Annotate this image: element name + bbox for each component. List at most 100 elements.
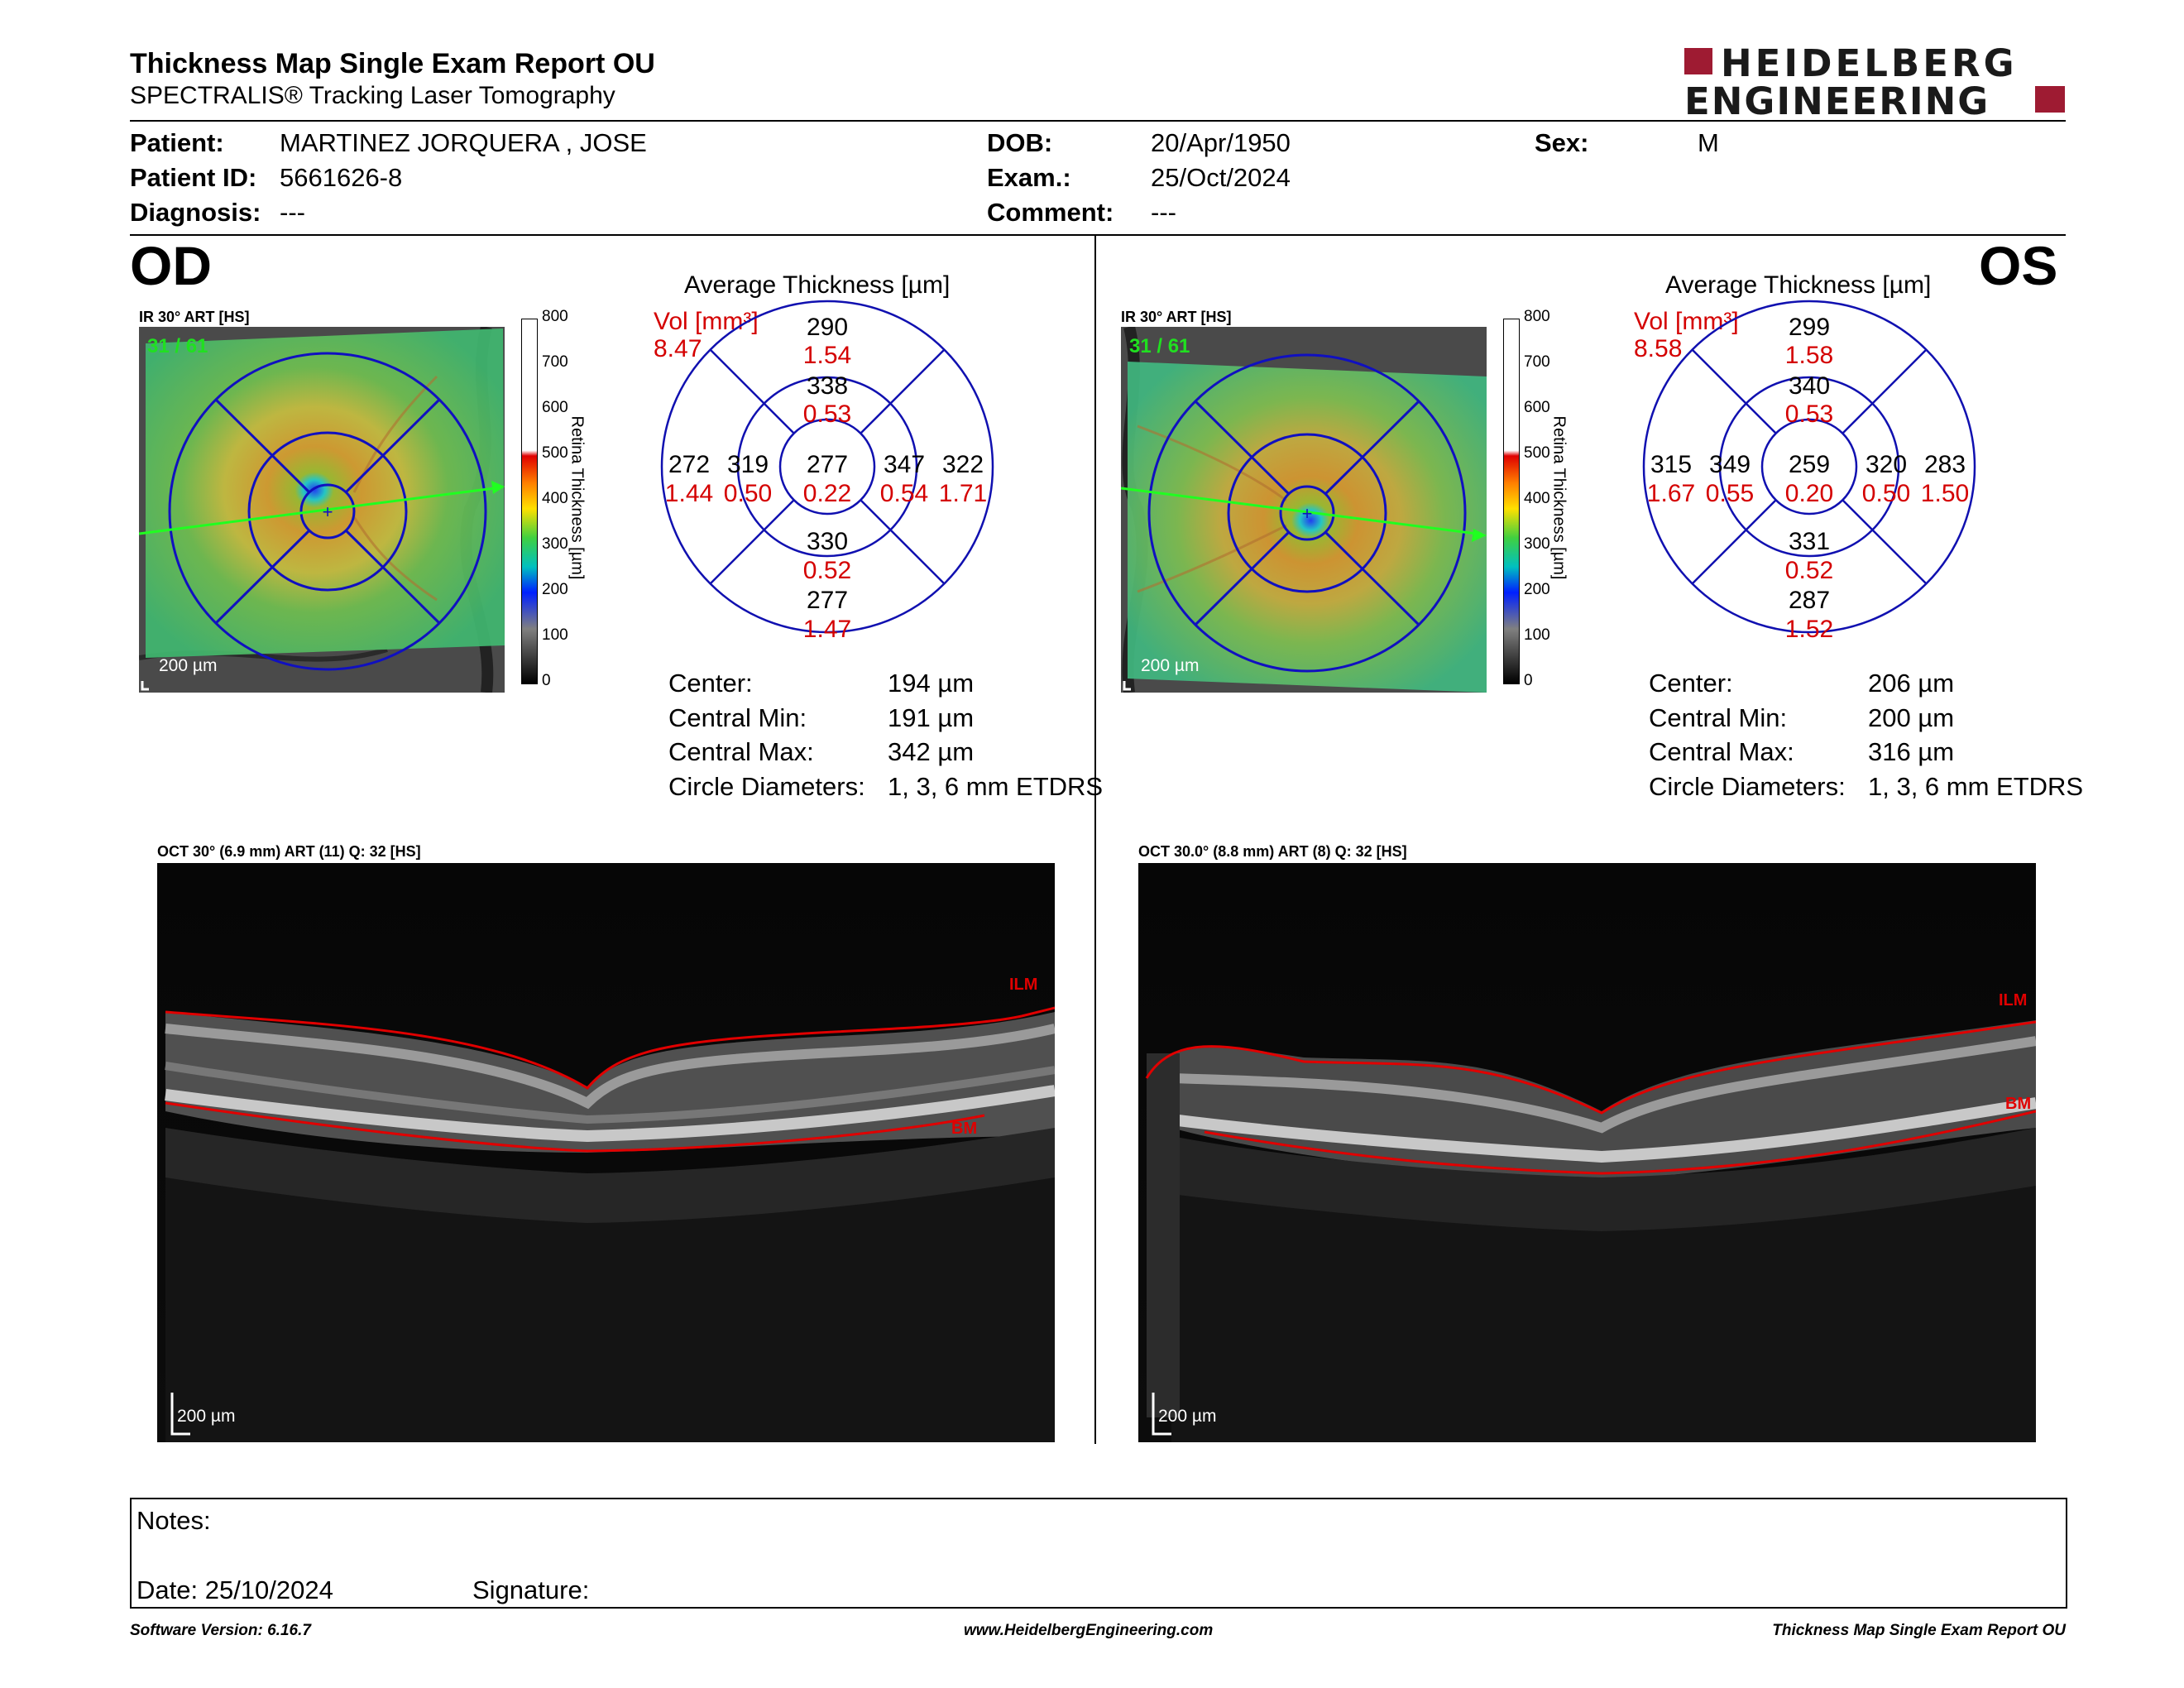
- od-inner-nas-thick: 347: [883, 451, 926, 478]
- od-inner-sup-thick: 338: [806, 372, 849, 400]
- exam-date: 25/Oct/2024: [1151, 163, 1291, 192]
- patient-id: 5661626-8: [280, 163, 403, 192]
- os-ir-scalebar: 200 µm: [1141, 656, 1200, 675]
- os-inner-inf-vol: 0.52: [1784, 557, 1834, 584]
- od-stat-value: 194 µm: [888, 669, 975, 698]
- od-stat-label: Circle Diameters:: [668, 772, 865, 801]
- od-outer-nas-thick: 322: [941, 451, 984, 478]
- report-title: Thickness Map Single Exam Report OU: [130, 48, 655, 79]
- od-scale-label: Retina Thickness [µm]: [568, 415, 587, 580]
- os-stat-value: 316 µm: [1868, 737, 1955, 766]
- os-inner-sup-thick: 340: [1788, 372, 1831, 400]
- od-inner-sup-vol: 0.53: [802, 400, 852, 428]
- od-tick-0: 0: [542, 672, 551, 689]
- od-outer-temp-vol: 1.44: [664, 480, 714, 507]
- logo-line2: ENGINEERING: [1684, 79, 1990, 123]
- od-ir-image: + 31 / 61 200 µm: [138, 325, 505, 693]
- patient-name: MARTINEZ JORQUERA , JOSE: [280, 128, 647, 157]
- os-outer-temp-thick: 283: [1923, 451, 1966, 478]
- od-oct-scalebar: 200 µm: [177, 1407, 236, 1426]
- od-oct-bm-label: BM: [951, 1120, 978, 1138]
- os-avg-title: Average Thickness [µm]: [1665, 271, 1932, 299]
- os-tick-400: 400: [1524, 490, 1550, 507]
- notes-box: Notes: Date: 25/10/2024 Signature:: [130, 1498, 2067, 1609]
- os-outer-inf-thick: 287: [1788, 587, 1831, 614]
- os-outer-sup-vol: 1.58: [1784, 342, 1834, 369]
- od-oct-image: ILM BM 200 µm: [157, 863, 1055, 1442]
- os-outer-inf-vol: 1.52: [1784, 616, 1834, 643]
- os-ir-title: IR 30° ART [HS]: [1121, 309, 1232, 325]
- os-vol-value: 8.58: [1634, 335, 1683, 362]
- od-color-scale: [521, 319, 538, 684]
- od-ir-counter: 31 / 61: [147, 335, 208, 357]
- exam-label: Exam.:: [987, 163, 1071, 192]
- od-outer-inf-thick: 277: [806, 587, 849, 614]
- logo-line1: HEIDELBERG: [1721, 41, 2018, 85]
- od-inner-inf-vol: 0.52: [802, 557, 852, 584]
- od-stat-label: Central Max:: [668, 737, 814, 766]
- os-tick-0: 0: [1524, 672, 1533, 689]
- od-outer-nas-vol: 1.71: [938, 480, 988, 507]
- svg-text:+: +: [323, 501, 333, 522]
- od-vol-value: 8.47: [654, 335, 702, 362]
- date-label: Date: 25/10/2024: [136, 1575, 333, 1604]
- od-tick-400: 400: [542, 490, 568, 507]
- os-outer-temp-vol: 1.50: [1920, 480, 1970, 507]
- os-center-vol: 0.20: [1784, 480, 1834, 507]
- od-ir-title: IR 30° ART [HS]: [139, 309, 250, 325]
- os-stat-label: Central Max:: [1649, 737, 1794, 766]
- footer-report-name: Thickness Map Single Exam Report OU: [1772, 1622, 2066, 1639]
- os-vol-label: Vol [mm³]: [1634, 308, 1739, 335]
- od-outer-sup-thick: 290: [806, 314, 849, 341]
- os-stat-value: 200 µm: [1868, 703, 1955, 732]
- os-inner-temp-vol: 0.50: [1861, 480, 1911, 507]
- od-tick-500: 500: [542, 444, 568, 462]
- os-tick-100: 100: [1524, 626, 1550, 644]
- od-inner-inf-thick: 330: [806, 528, 849, 555]
- od-inner-temp-vol: 0.50: [723, 480, 773, 507]
- od-oct-title: OCT 30° (6.9 mm) ART (11) Q: 32 [HS]: [157, 843, 421, 860]
- os-tick-600: 600: [1524, 399, 1550, 416]
- od-inner-temp-thick: 319: [726, 451, 769, 478]
- heidelberg-logo: HEIDELBERG ENGINEERING: [1684, 41, 2065, 123]
- od-outer-sup-vol: 1.54: [802, 342, 852, 369]
- svg-text:+: +: [1302, 503, 1313, 524]
- os-stat-label: Center:: [1649, 669, 1733, 698]
- patient-label: Patient:: [130, 128, 224, 157]
- od-oct-ilm-label: ILM: [1009, 976, 1038, 994]
- os-oct-scalebar: 200 µm: [1158, 1407, 1217, 1426]
- od-stat-value: 191 µm: [888, 703, 975, 732]
- footer-website[interactable]: www.HeidelbergEngineering.com: [964, 1622, 1214, 1639]
- od-center-thick: 277: [806, 451, 849, 478]
- report-subtitle: SPECTRALIS® Tracking Laser Tomography: [130, 82, 615, 109]
- patient-id-label: Patient ID:: [130, 163, 257, 192]
- od-outer-temp-thick: 272: [668, 451, 711, 478]
- od-outer-inf-vol: 1.47: [802, 616, 852, 643]
- od-vol-label: Vol [mm³]: [654, 308, 759, 335]
- notes-label: Notes:: [136, 1506, 211, 1535]
- os-oct-image: ILM BM 200 µm: [1138, 863, 2036, 1442]
- os-tick-700: 700: [1524, 353, 1550, 371]
- os-inner-nas-thick: 349: [1708, 451, 1751, 478]
- dob: 20/Apr/1950: [1151, 128, 1291, 157]
- od-eye-label: OD: [130, 235, 212, 296]
- dob-label: DOB:: [987, 128, 1053, 157]
- os-stat-value: 206 µm: [1868, 669, 1955, 698]
- os-scale-label: Retina Thickness [µm]: [1549, 415, 1569, 580]
- footer-software: Software Version: 6.16.7: [130, 1622, 311, 1639]
- os-etdrs-grid: 299 1.58 340 0.53 315 1.67 349 0.55 259 …: [1642, 300, 1976, 643]
- os-stat-value: 1, 3, 6 mm ETDRS: [1868, 772, 2084, 801]
- os-tick-800: 800: [1524, 308, 1550, 325]
- od-avg-title: Average Thickness [µm]: [684, 271, 951, 299]
- os-oct-title: OCT 30.0° (8.8 mm) ART (8) Q: 32 [HS]: [1138, 843, 1407, 860]
- os-tick-500: 500: [1524, 444, 1550, 462]
- od-stat-value: 1, 3, 6 mm ETDRS: [888, 772, 1104, 801]
- sex: M: [1698, 128, 1719, 157]
- os-outer-sup-thick: 299: [1788, 314, 1831, 341]
- od-tick-200: 200: [542, 581, 568, 598]
- os-ir-image: + 31 / 61 200 µm: [1120, 325, 1487, 693]
- os-tick-300: 300: [1524, 535, 1550, 553]
- sex-label: Sex:: [1535, 128, 1589, 157]
- os-tick-200: 200: [1524, 581, 1550, 598]
- comment: ---: [1151, 198, 1176, 227]
